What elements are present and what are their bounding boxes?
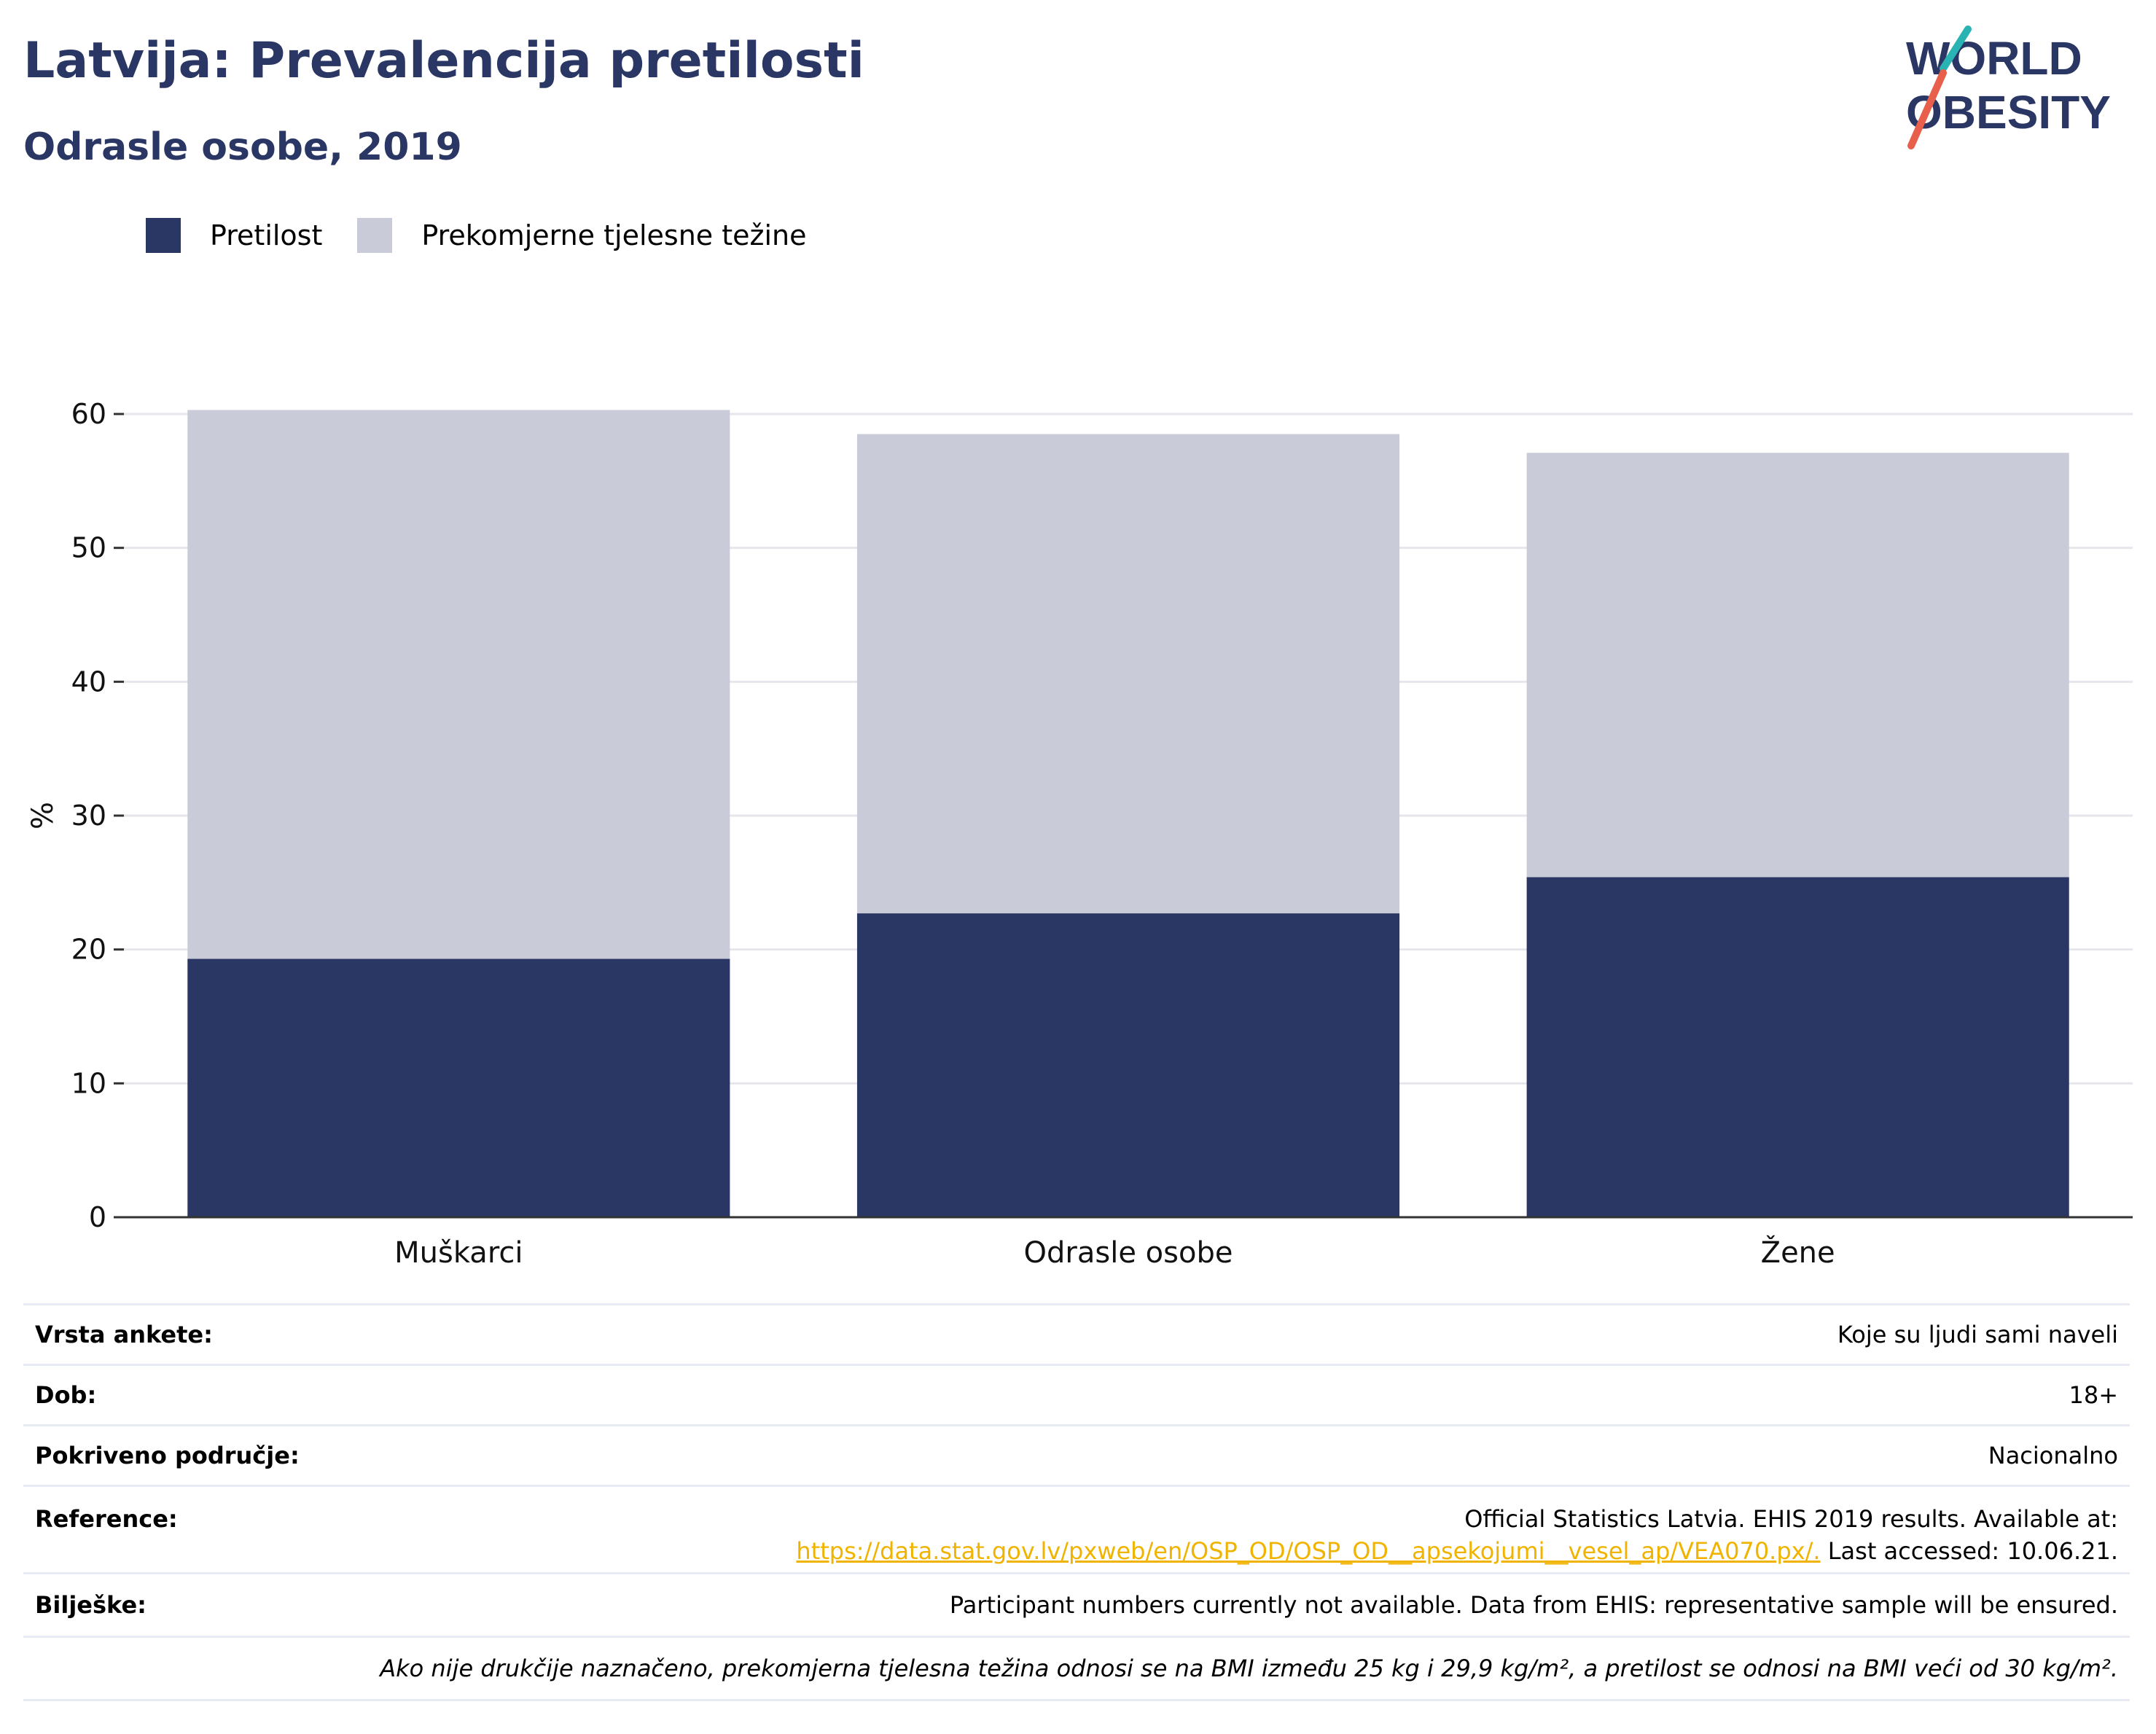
info-row-reference: Reference: Official Statistics Latvia. E… [23,1485,2130,1572]
reference-tail: Last accessed: 10.06.21. [1820,1537,2118,1565]
age-value: 18+ [2069,1381,2118,1409]
notes-label: Bilješke: [35,1591,147,1619]
y-tick-label: 40 [71,665,106,698]
survey-type-label: Vrsta ankete: [35,1321,213,1348]
y-tick-label: 50 [71,532,106,564]
x-tick-label: Odrasle osobe [1024,1236,1233,1270]
notes-value: Participant numbers currently not availa… [949,1591,2118,1619]
y-tick-label: 20 [71,934,106,966]
y-tick-label: 60 [71,398,106,430]
chart-title: Latvija: Prevalencija pretilosti [23,32,864,90]
coverage-label: Pokriveno područje: [35,1442,300,1469]
logo-line2: OBESITY [1906,86,2111,138]
x-tick-label: Žene [1761,1235,1835,1270]
bar-pretilost-2 [1526,877,2069,1217]
legend-swatch-prekomjerne [357,218,393,253]
age-label: Dob: [35,1381,97,1409]
bar-chart: 0 10 20 30 40 50 60% Muškarci Odrasle osobe Žene [26,398,2133,1270]
world-obesity-logo: WORLD OBESITY [1906,26,2111,149]
info-row-notes: Bilješke: Participant numbers currently … [23,1572,2130,1636]
y-axis-label: % [26,802,60,829]
chart-subtitle: Odrasle osobe, 2019 [23,125,462,169]
logo-line1: WORLD [1906,32,2082,85]
definition-text: Ako nije drukčije naznačeno, prekomjerna… [380,1655,2118,1682]
info-row-definition: Ako nije drukčije naznačeno, prekomjerna… [23,1636,2130,1701]
coverage-value: Nacionalno [1988,1442,2118,1469]
info-row-age: Dob: 18+ [23,1364,2130,1424]
info-table: Vrsta ankete: Koje su ljudi sami naveli … [23,1303,2130,1701]
bar-prekomjerne-1 [856,434,1400,914]
reference-line1: Official Statistics Latvia. EHIS 2019 re… [1464,1505,2118,1533]
info-row-survey-type: Vrsta ankete: Koje su ljudi sami naveli [23,1303,2130,1364]
reference-link[interactable]: https://data.stat.gov.lv/pxweb/en/OSP_OD… [796,1537,1821,1565]
y-tick-label: 30 [71,800,106,832]
legend-label-pretilost: Pretilost [210,219,323,251]
reference-value: Official Statistics Latvia. EHIS 2019 re… [796,1503,2130,1567]
chart-legend: Pretilost Prekomjerne tjelesne težine [146,217,842,254]
legend-swatch-pretilost [146,218,181,253]
x-tick-label: Muškarci [394,1236,523,1270]
survey-type-value: Koje su ljudi sami naveli [1837,1321,2118,1348]
bar-pretilost-0 [187,958,730,1217]
y-tick-label: 0 [89,1201,106,1233]
y-tick-label: 10 [71,1067,106,1099]
reference-label: Reference: [35,1505,178,1533]
bar-pretilost-1 [856,913,1400,1217]
bar-prekomjerne-2 [1526,453,2069,878]
info-row-coverage: Pokriveno područje: Nacionalno [23,1424,2130,1485]
bar-prekomjerne-0 [187,410,730,959]
legend-label-prekomjerne: Prekomjerne tjelesne težine [421,219,807,251]
